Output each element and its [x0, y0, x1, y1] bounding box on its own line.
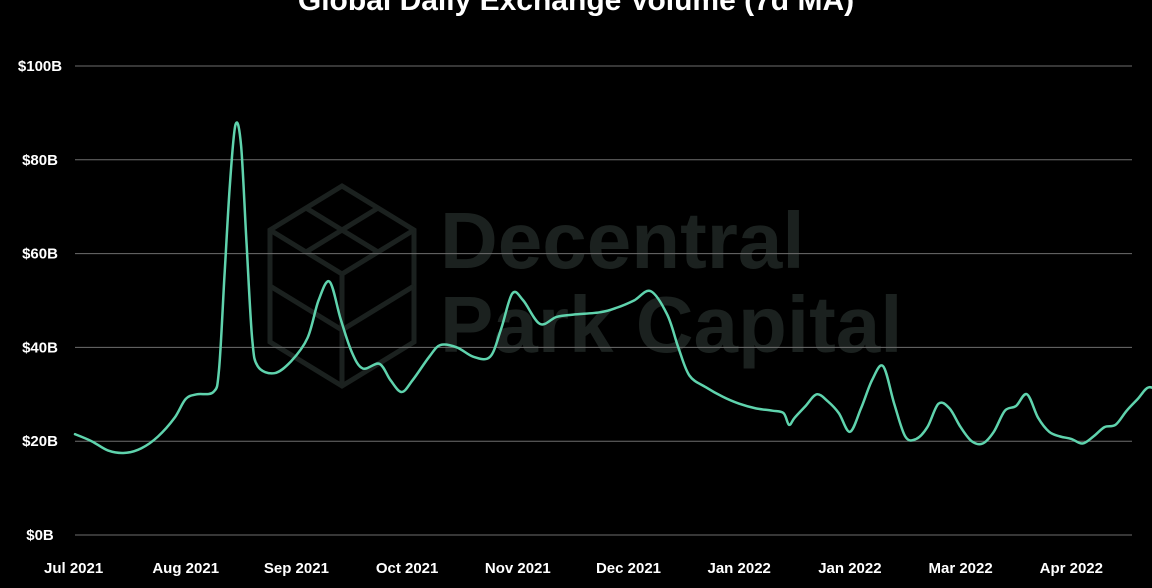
watermark-line-1: Decentral: [440, 196, 805, 285]
x-tick-label: Jan 2022: [708, 560, 771, 577]
watermark-logo-icon: [267, 183, 417, 389]
y-tick-label: $60B: [22, 246, 58, 263]
y-tick-label: $100B: [18, 58, 62, 75]
watermark: Decentral Park Capital: [267, 183, 902, 389]
y-tick-label: $80B: [22, 152, 58, 169]
grid-lines: [75, 65, 1132, 536]
x-tick-label: Dec 2021: [596, 560, 661, 577]
x-tick-label: Aug 2021: [152, 560, 219, 577]
chart-title: Global Daily Exchange Volume (7d MA): [297, 0, 855, 17]
x-axis: Jul 2021 Aug 2021 Sep 2021 Oct 2021 Nov 2021…: [44, 560, 1103, 577]
y-tick-label: $40B: [22, 339, 58, 356]
y-axis: $0B $20B $40B $60B $80B $100B: [18, 58, 62, 544]
x-tick-label: Sep 2021: [264, 560, 329, 577]
x-tick-label: Jan 2022: [818, 560, 881, 577]
x-tick-label: Oct 2021: [376, 560, 439, 577]
y-tick-label: $20B: [22, 433, 58, 450]
x-tick-label: Mar 2022: [928, 560, 992, 577]
x-tick-label: Apr 2022: [1040, 560, 1103, 577]
series-line: [73, 121, 1152, 455]
y-tick-label: $0B: [26, 527, 54, 544]
x-tick-label: Nov 2021: [485, 560, 551, 577]
x-tick-label: Jul 2021: [44, 560, 103, 577]
